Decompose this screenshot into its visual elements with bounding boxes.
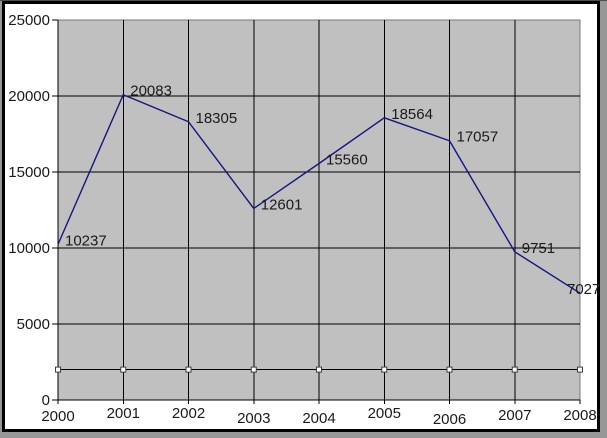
data-point-label: 10237	[65, 232, 107, 249]
y-tick-label: 5000	[17, 316, 50, 333]
x-tick-label: 2000	[41, 408, 74, 425]
white-square-marker	[511, 366, 518, 373]
white-square-marker	[446, 366, 453, 373]
y-tick-label: 20000	[8, 88, 50, 105]
y-tick-label: 0	[42, 392, 50, 409]
data-point-label: 18564	[391, 106, 433, 123]
data-point-label: 7027	[567, 281, 600, 298]
x-tick-label: 2003	[237, 410, 270, 427]
x-tick-label: 2004	[302, 410, 335, 427]
white-square-marker	[316, 366, 322, 373]
white-square-marker	[120, 366, 127, 373]
data-point-label: 9751	[522, 240, 555, 257]
x-tick-label: 2008	[563, 407, 596, 424]
x-tick-label: 2006	[433, 411, 466, 428]
white-square-marker	[185, 366, 192, 373]
white-square-marker	[250, 366, 257, 373]
x-tick-label: 2007	[498, 407, 531, 424]
y-tick-label: 25000	[8, 12, 50, 29]
data-point-label: 20083	[130, 83, 172, 100]
x-tick-label: 2005	[368, 405, 401, 422]
data-point-label: 12601	[261, 196, 303, 213]
y-tick-label: 15000	[8, 164, 50, 181]
white-square-marker	[55, 366, 61, 373]
data-point-label: 18305	[196, 110, 238, 127]
data-point-label: 17057	[457, 129, 499, 146]
y-tick-label: 10000	[8, 240, 50, 257]
x-tick-label: 2002	[172, 405, 205, 422]
white-square-marker	[577, 366, 583, 373]
main-series-line	[57, 94, 581, 294]
x-tick-label: 2001	[107, 405, 140, 422]
white-square-marker	[381, 366, 388, 373]
data-point-label: 15560	[326, 151, 368, 168]
